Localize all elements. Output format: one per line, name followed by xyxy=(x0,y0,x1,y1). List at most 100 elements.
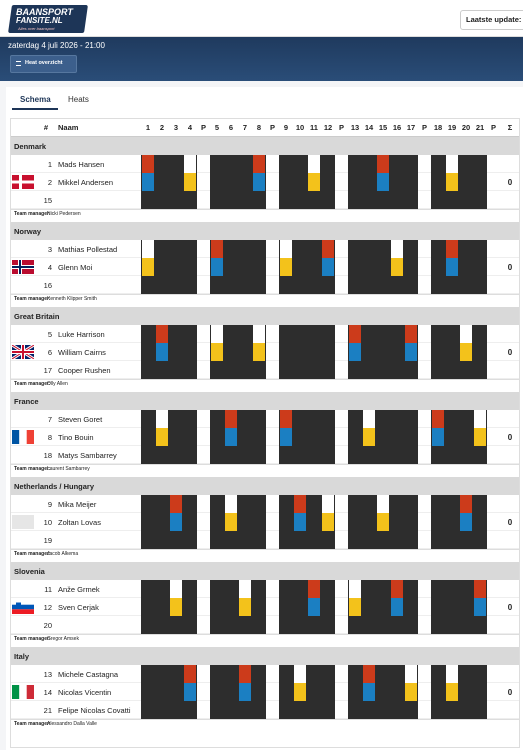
heat-cell xyxy=(169,665,183,683)
heat-cell xyxy=(445,580,459,598)
heat-cell xyxy=(183,276,197,294)
manager-row xyxy=(11,294,519,305)
heat-cell xyxy=(404,361,418,379)
heat-cell xyxy=(238,616,252,634)
heat-cell xyxy=(362,325,376,343)
heat-cell xyxy=(321,531,335,549)
column-header: 10 xyxy=(295,123,305,132)
heat-cell xyxy=(431,446,445,464)
gate-cell xyxy=(405,325,417,343)
heat-cell xyxy=(362,446,376,464)
heat-cell xyxy=(169,683,183,701)
manager-label: Team manager: xyxy=(14,466,51,472)
heat-cell xyxy=(473,343,487,361)
heat-cell xyxy=(404,428,418,446)
tab[interactable]: Schema xyxy=(20,95,51,104)
gate-cell xyxy=(225,513,237,531)
heat-cell xyxy=(321,701,335,719)
heat-cell xyxy=(238,361,252,379)
heat-cell xyxy=(445,446,459,464)
heat-cell xyxy=(210,495,224,513)
heat-cell xyxy=(459,173,473,191)
heat-cell xyxy=(141,276,155,294)
heat-cell xyxy=(169,240,183,258)
heat-cell xyxy=(210,531,224,549)
gate-cell xyxy=(474,410,486,428)
heat-cell xyxy=(141,598,155,616)
rider-number: 3 xyxy=(47,245,52,254)
heat-cell xyxy=(473,276,487,294)
heat-cell xyxy=(390,701,404,719)
heat-cell xyxy=(348,276,362,294)
heat-cell xyxy=(279,616,293,634)
gate-cell xyxy=(156,410,168,428)
tab[interactable]: Heats xyxy=(68,95,89,104)
last-update: Laatste update: xyxy=(466,15,522,24)
heat-cell xyxy=(279,701,293,719)
heat-cell xyxy=(459,276,473,294)
heat-cell xyxy=(473,173,487,191)
gate-cell xyxy=(184,683,196,701)
heat-cell xyxy=(348,616,362,634)
heat-cell xyxy=(238,173,252,191)
heat-cell xyxy=(183,495,197,513)
team-name: Denmark xyxy=(14,142,47,151)
heat-cell xyxy=(390,616,404,634)
rider-number: 12 xyxy=(43,603,52,612)
heat-cell xyxy=(473,616,487,634)
gate-cell xyxy=(253,173,265,191)
team-total: 0 xyxy=(507,348,513,357)
heat-cell xyxy=(293,173,307,191)
heat-cell xyxy=(348,240,362,258)
rider-name: Anže Grmek xyxy=(58,585,100,594)
column-header: 8 xyxy=(256,123,262,132)
rider-name: Matys Sambarrey xyxy=(58,451,117,460)
header-row xyxy=(11,119,519,137)
rider-name: Luke Harrison xyxy=(58,330,105,339)
team-header xyxy=(11,477,519,495)
rider-number: 13 xyxy=(43,670,52,679)
manager-name: Gregor Amsek xyxy=(47,636,79,642)
rider-name: Mathias Pollestad xyxy=(58,245,118,254)
heat-cell xyxy=(169,343,183,361)
heat-cell xyxy=(141,191,155,209)
heat-cell xyxy=(362,258,376,276)
gate-cell xyxy=(142,155,154,173)
button-icon xyxy=(16,61,21,66)
heat-cell xyxy=(362,361,376,379)
heat-cell xyxy=(348,191,362,209)
heat-cell xyxy=(307,701,321,719)
gate-cell xyxy=(446,240,458,258)
heat-cell xyxy=(431,173,445,191)
gate-cell xyxy=(474,428,486,446)
heat-cell xyxy=(404,616,418,634)
heat-cell xyxy=(376,325,390,343)
heat-cell xyxy=(348,361,362,379)
gate-cell xyxy=(446,683,458,701)
team-name: Netherlands / Hungary xyxy=(14,482,95,491)
column-header: 4 xyxy=(187,123,193,132)
gate-cell xyxy=(156,343,168,361)
heat-cell xyxy=(279,361,293,379)
heat-cell xyxy=(252,428,266,446)
rider-number: 16 xyxy=(43,281,52,290)
team-total: 0 xyxy=(507,688,513,697)
heat-cell xyxy=(404,701,418,719)
column-header: 17 xyxy=(406,123,416,132)
gate-cell xyxy=(377,155,389,173)
gate-cell xyxy=(280,240,292,258)
heat-cell xyxy=(473,683,487,701)
rider-name: Nicolas Vicentin xyxy=(58,688,112,697)
heat-cell xyxy=(210,428,224,446)
heat-cell xyxy=(183,428,197,446)
heat-cell xyxy=(141,665,155,683)
rider-number: 17 xyxy=(43,366,52,375)
heat-cell xyxy=(404,410,418,428)
heat-cell xyxy=(183,191,197,209)
rider-number: 10 xyxy=(43,518,52,527)
heat-cell xyxy=(307,240,321,258)
heat-cell xyxy=(252,191,266,209)
heat-cell xyxy=(224,258,238,276)
flag xyxy=(12,685,34,699)
heat-button[interactable] xyxy=(10,55,77,73)
